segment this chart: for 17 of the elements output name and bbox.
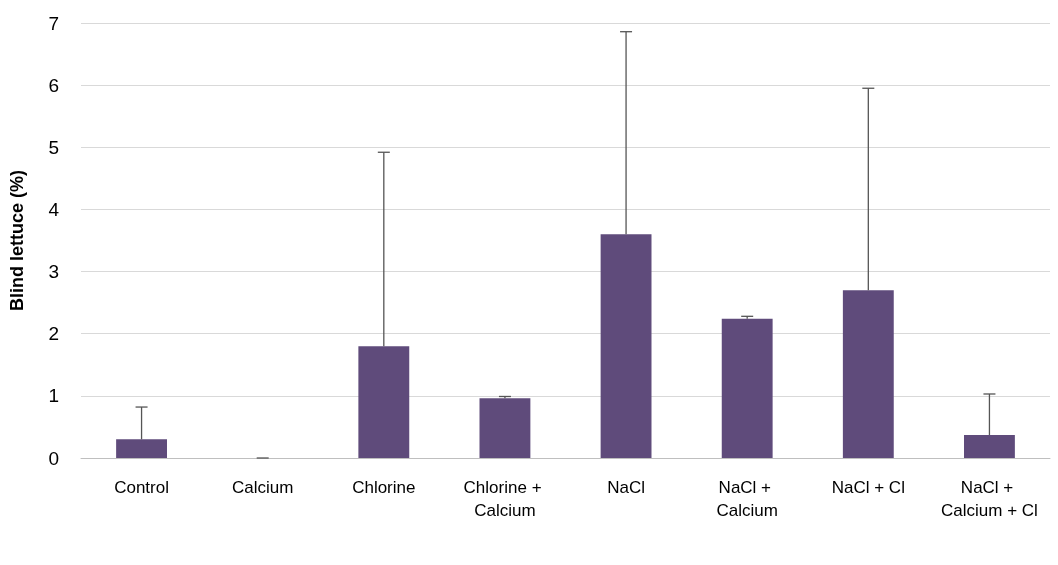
y-tick-label: 5 — [48, 136, 59, 158]
y-tick-label: 2 — [48, 323, 59, 345]
x-tick-label: NaCl + Calcium + Cl — [941, 478, 1038, 520]
y-tick-label: 7 — [48, 12, 59, 34]
x-tick-label: NaCl + Calcium — [716, 478, 778, 520]
y-tick-label: 6 — [48, 74, 59, 96]
x-tick-label: Chlorine — [352, 478, 416, 497]
x-tick-label: NaCl + Cl — [831, 478, 905, 497]
x-tick-label: NaCl — [607, 478, 645, 497]
y-tick-label: 0 — [48, 447, 59, 469]
y-axis-title: Blind lettuce (%) — [7, 169, 27, 312]
y-tick-label: 3 — [48, 261, 59, 283]
y-tick-label: 4 — [48, 198, 60, 220]
x-tick-label: Calcium — [231, 478, 294, 497]
x-tick-label: Control — [114, 478, 169, 497]
x-tick-label: Chlorine + Calcium — [463, 478, 547, 520]
y-tick-label: 1 — [48, 385, 59, 407]
